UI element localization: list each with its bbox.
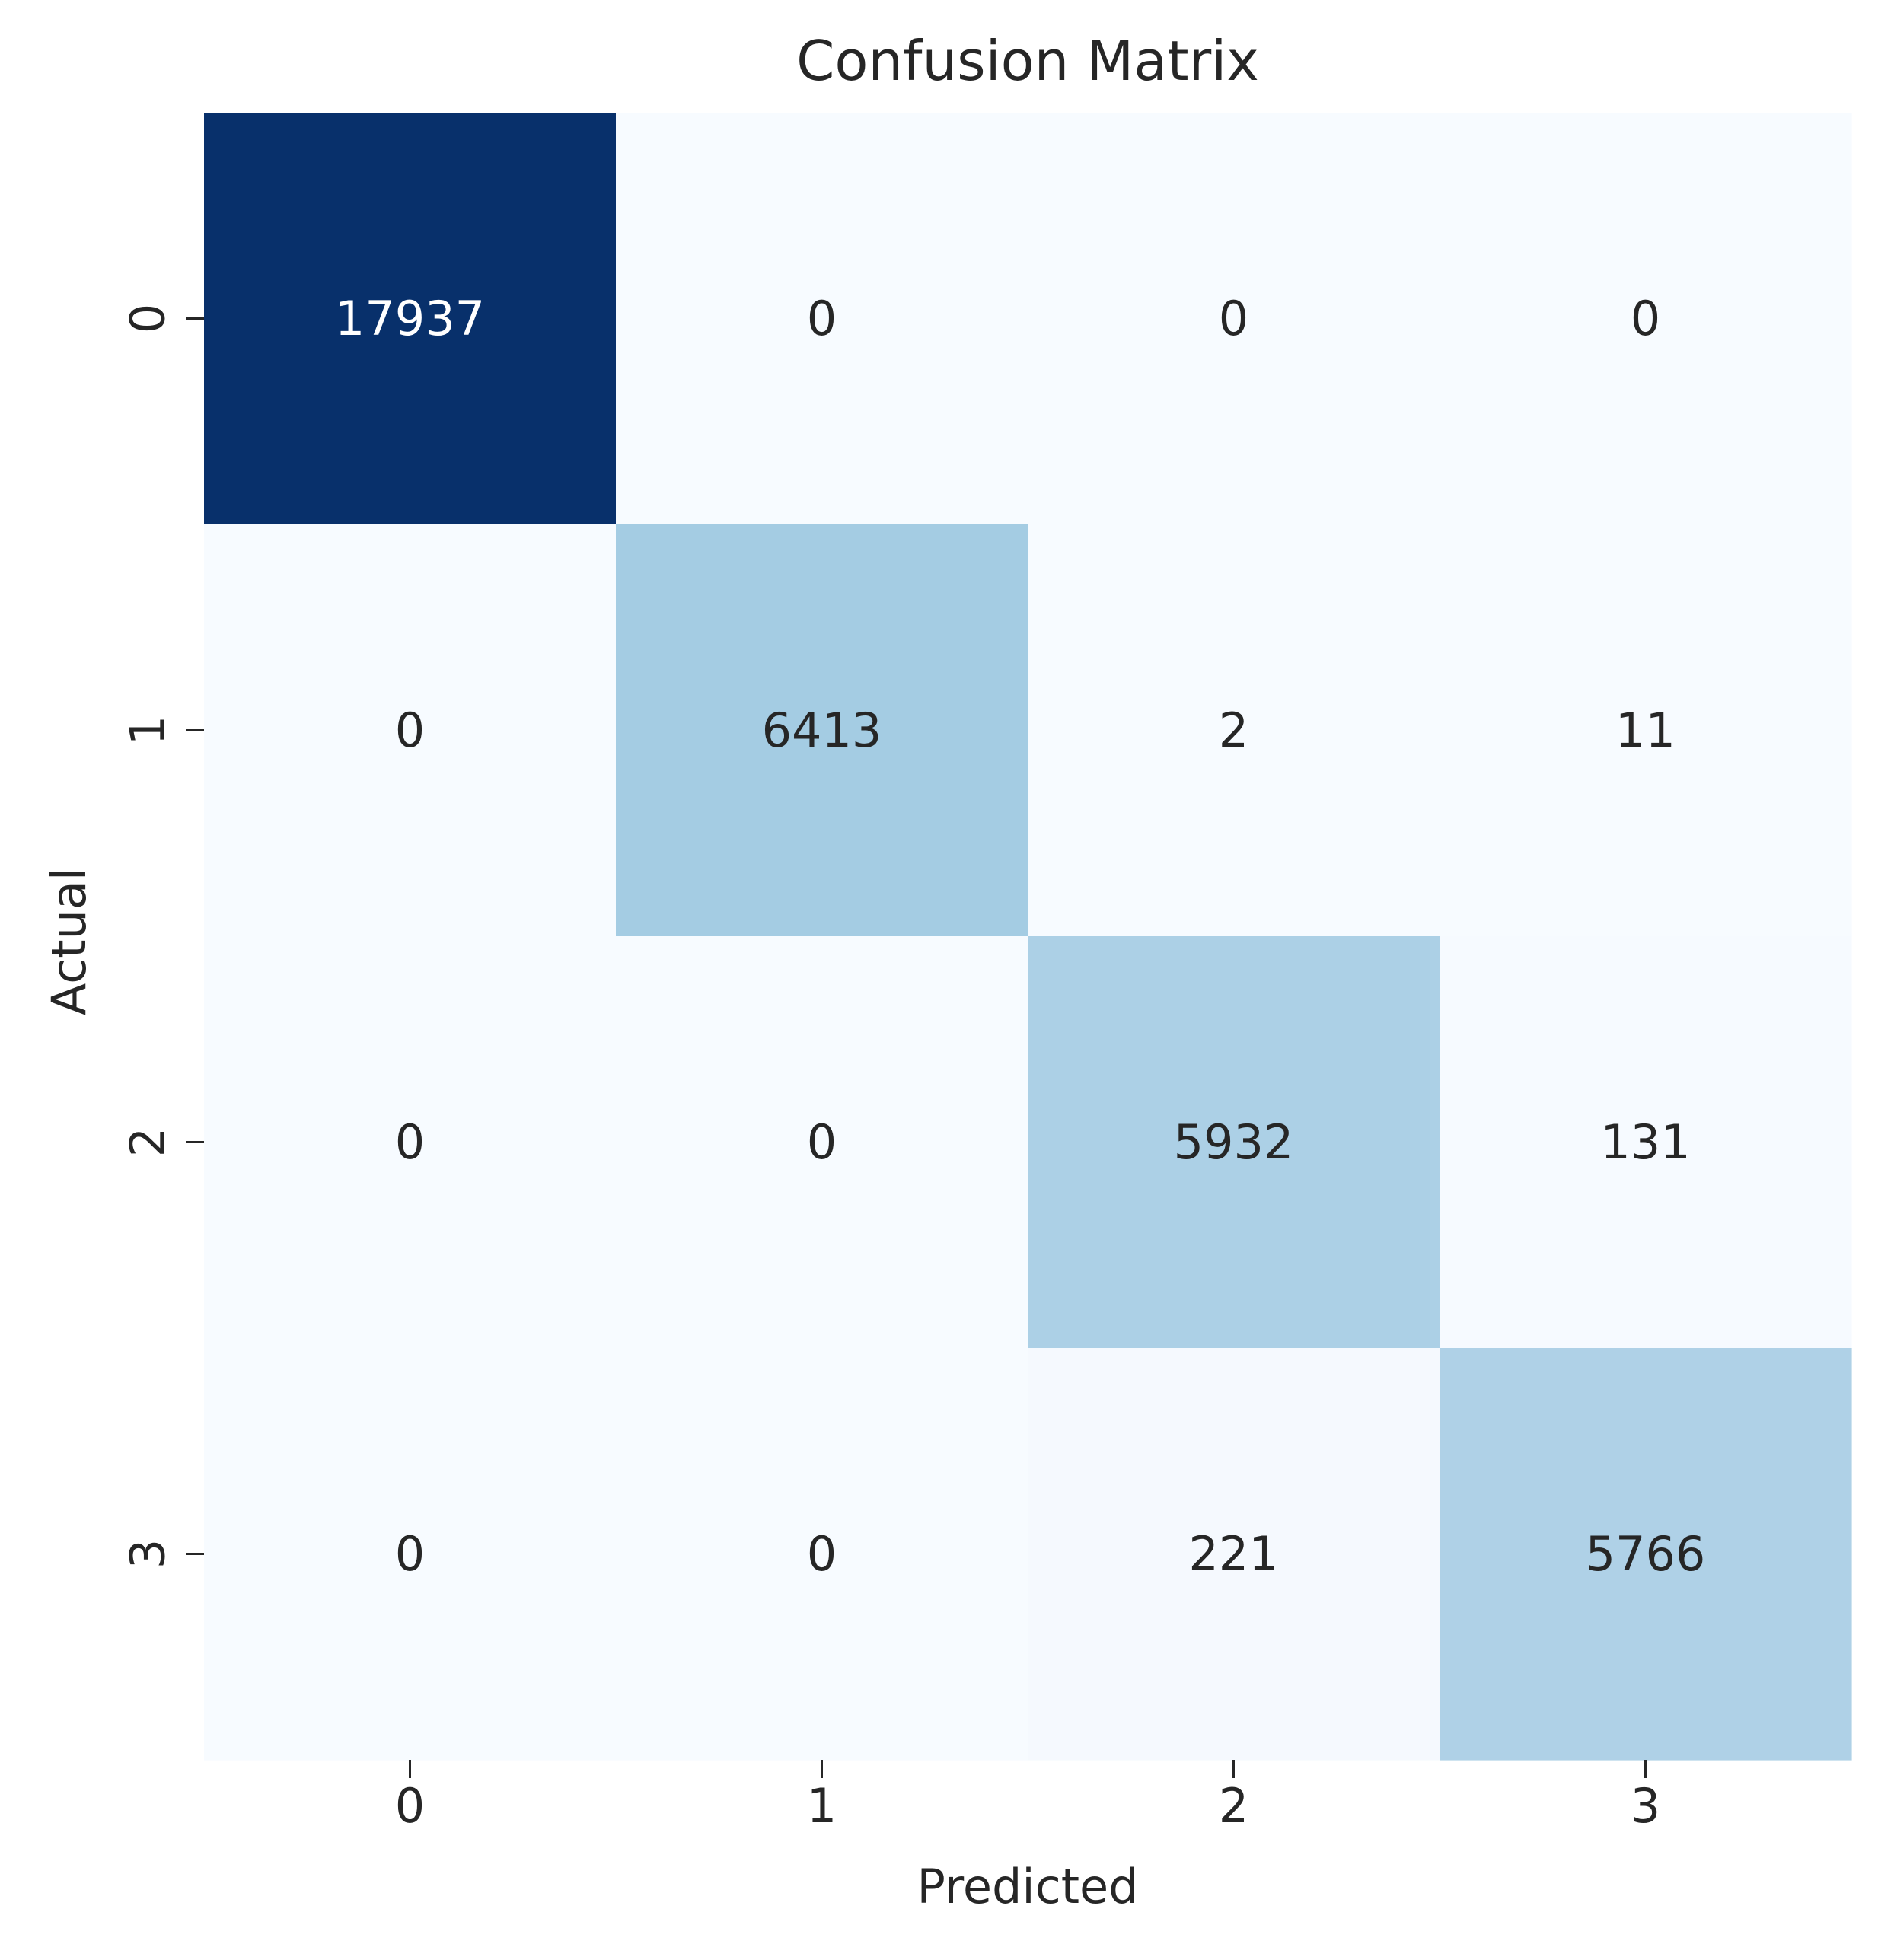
heatmap-cell-r0-c2 xyxy=(1028,113,1440,525)
cell-value-r2-c2: 5932 xyxy=(1174,1114,1294,1170)
cell-value-r0-c1: 0 xyxy=(807,291,837,346)
x-tick-label-3: 3 xyxy=(1631,1778,1660,1834)
cell-value-r0-c0: 17937 xyxy=(335,291,485,346)
cell-value-r0-c3: 0 xyxy=(1631,291,1660,346)
cell-value-r1-c1: 6413 xyxy=(762,703,882,758)
cell-value-r1-c3: 11 xyxy=(1615,703,1676,758)
x-tick-label-0: 0 xyxy=(395,1778,425,1834)
cell-value-r2-c1: 0 xyxy=(807,1114,837,1170)
y-tick-label-0: 0 xyxy=(120,304,176,333)
y-tick-label-2: 2 xyxy=(120,1127,176,1157)
heatmap-cell-r1-c3 xyxy=(1440,524,1852,937)
heatmap-cell-labels: 17937 0 0 0 0 6413 2 11 0 0 5932 131 0 0 221 5766 xyxy=(335,291,1706,1582)
chart-title: Confusion Matrix xyxy=(796,29,1259,93)
heatmap-cell-r1-c2 xyxy=(1028,524,1440,937)
y-axis-label: Actual xyxy=(41,868,97,1015)
heatmap-cell-r2-c2 xyxy=(1028,936,1440,1349)
heatmap-cell-r3-c3 xyxy=(1440,1348,1852,1761)
y-tick-label-3: 3 xyxy=(120,1539,176,1569)
cell-value-r3-c0: 0 xyxy=(395,1526,425,1582)
heatmap-cell-r0-c3 xyxy=(1440,113,1852,525)
x-tick-label-1: 1 xyxy=(807,1778,837,1834)
heatmap-cell-r2-c1 xyxy=(616,936,1028,1349)
heatmap-cell-r1-c0 xyxy=(204,524,617,937)
x-axis-label: Predicted xyxy=(917,1859,1138,1914)
heatmap-cell-r1-c1 xyxy=(616,524,1028,937)
cell-value-r1-c0: 0 xyxy=(395,703,425,758)
x-axis-ticks: 0 1 2 3 xyxy=(395,1760,1660,1834)
cell-value-r2-c0: 0 xyxy=(395,1114,425,1170)
heatmap-cell-r3-c1 xyxy=(616,1348,1028,1761)
heatmap-cell-r0-c0 xyxy=(204,113,617,525)
heatmap-cell-r2-c3 xyxy=(1440,936,1852,1349)
cell-value-r1-c2: 2 xyxy=(1219,703,1248,758)
heatmap-cells xyxy=(204,113,1852,1761)
y-axis-ticks: 0 1 2 3 xyxy=(120,304,204,1569)
cell-value-r3-c2: 221 xyxy=(1188,1526,1278,1582)
heatmap-cell-r2-c0 xyxy=(204,936,617,1349)
y-tick-label-1: 1 xyxy=(120,715,176,745)
cell-value-r0-c2: 0 xyxy=(1219,291,1248,346)
x-tick-label-2: 2 xyxy=(1219,1778,1248,1834)
heatmap-cell-r0-c1 xyxy=(616,113,1028,525)
cell-value-r2-c3: 131 xyxy=(1600,1114,1690,1170)
cell-value-r3-c3: 5766 xyxy=(1586,1526,1706,1582)
heatmap-cell-r3-c0 xyxy=(204,1348,617,1761)
cell-value-r3-c1: 0 xyxy=(807,1526,837,1582)
heatmap-cell-r3-c2 xyxy=(1028,1348,1440,1761)
